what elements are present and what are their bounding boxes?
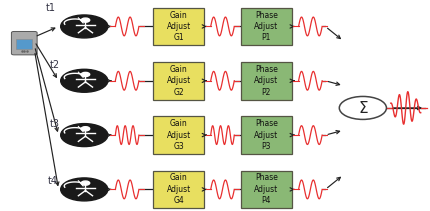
Circle shape xyxy=(61,178,108,201)
Circle shape xyxy=(81,181,90,185)
FancyBboxPatch shape xyxy=(240,8,292,45)
Text: Phase
Adjust
P4: Phase Adjust P4 xyxy=(254,173,279,205)
Circle shape xyxy=(61,124,108,147)
Text: t4: t4 xyxy=(48,176,58,186)
FancyBboxPatch shape xyxy=(153,62,205,100)
FancyBboxPatch shape xyxy=(240,116,292,154)
Text: Gain
Adjust
G3: Gain Adjust G3 xyxy=(166,119,190,151)
FancyBboxPatch shape xyxy=(16,39,32,49)
Text: Phase
Adjust
P2: Phase Adjust P2 xyxy=(254,65,279,97)
Text: t3: t3 xyxy=(50,119,60,129)
Text: $\Sigma$: $\Sigma$ xyxy=(358,100,368,116)
Circle shape xyxy=(61,69,108,92)
Text: Gain
Adjust
G2: Gain Adjust G2 xyxy=(166,65,190,97)
FancyBboxPatch shape xyxy=(153,8,205,45)
Text: Gain
Adjust
G1: Gain Adjust G1 xyxy=(166,11,190,42)
FancyBboxPatch shape xyxy=(153,116,205,154)
FancyBboxPatch shape xyxy=(240,170,292,208)
Text: t2: t2 xyxy=(50,60,60,70)
FancyBboxPatch shape xyxy=(153,170,205,208)
Text: t1: t1 xyxy=(46,3,56,13)
FancyBboxPatch shape xyxy=(12,31,37,55)
Circle shape xyxy=(81,72,90,77)
Circle shape xyxy=(339,96,387,119)
Circle shape xyxy=(61,15,108,38)
Text: Gain
Adjust
G4: Gain Adjust G4 xyxy=(166,173,190,205)
Text: Phase
Adjust
P3: Phase Adjust P3 xyxy=(254,119,279,151)
FancyBboxPatch shape xyxy=(240,62,292,100)
Text: Phase
Adjust
P1: Phase Adjust P1 xyxy=(254,11,279,42)
Circle shape xyxy=(81,127,90,131)
Circle shape xyxy=(81,18,90,22)
